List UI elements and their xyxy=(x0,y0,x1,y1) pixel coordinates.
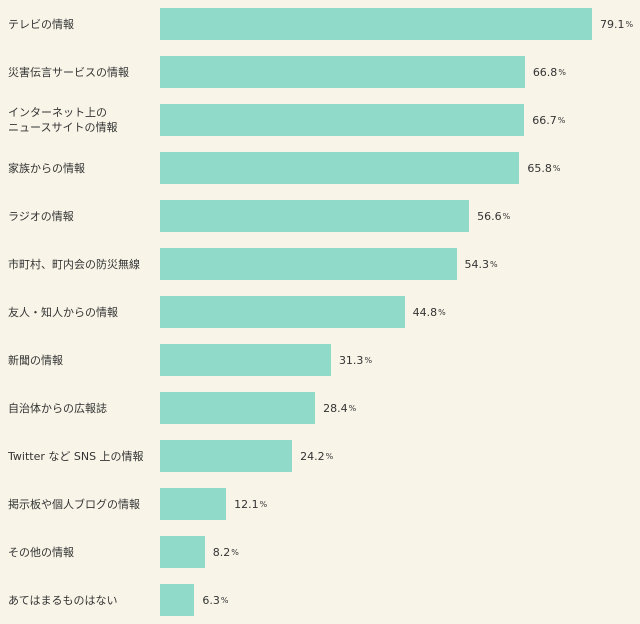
value-label: 31.3% xyxy=(339,344,372,376)
bar xyxy=(160,248,457,280)
value-number: 66.8 xyxy=(532,65,558,79)
bar xyxy=(160,56,525,88)
category-label: 災害伝言サービスの情報 xyxy=(8,65,129,79)
value-label: 66.7% xyxy=(532,104,565,136)
category-label: 掲示板や個人ブログの情報 xyxy=(8,497,140,511)
value-unit: % xyxy=(220,595,229,605)
value-number: 31.3 xyxy=(338,353,364,367)
bar-row: インターネット上の ニュースサイトの情報 66.7% xyxy=(0,104,640,136)
value-unit: % xyxy=(552,163,561,173)
bar-row: 市町村、町内会の防災無線 54.3% xyxy=(0,248,640,280)
bar-row: 災害伝言サービスの情報 66.8% xyxy=(0,56,640,88)
bar-row: あてはまるものはない 6.3% xyxy=(0,584,640,616)
bar-row: テレビの情報 79.1% xyxy=(0,8,640,40)
bar xyxy=(160,536,205,568)
value-label: 44.8% xyxy=(413,296,446,328)
value-unit: % xyxy=(325,451,334,461)
bar-row: その他の情報 8.2% xyxy=(0,536,640,568)
bar-row: 自治体からの広報誌 28.4% xyxy=(0,392,640,424)
value-unit: % xyxy=(625,19,634,29)
category-label: テレビの情報 xyxy=(8,17,74,31)
value-unit: % xyxy=(558,67,566,77)
value-label: 8.2% xyxy=(213,536,239,568)
value-unit: % xyxy=(502,211,511,221)
bar xyxy=(160,8,592,40)
value-unit: % xyxy=(438,307,446,317)
bar xyxy=(160,104,525,136)
value-label: 66.8% xyxy=(533,56,566,88)
category-label: ラジオの情報 xyxy=(8,209,74,223)
value-number: 8.2 xyxy=(212,545,231,559)
bar xyxy=(160,344,331,376)
value-unit: % xyxy=(364,355,373,365)
value-label: 28.4% xyxy=(323,392,356,424)
value-unit: % xyxy=(490,259,498,269)
category-label: 自治体からの広報誌 xyxy=(8,401,107,415)
bar xyxy=(160,296,405,328)
bar xyxy=(160,152,520,184)
category-label: 新聞の情報 xyxy=(8,353,63,367)
value-label: 79.1% xyxy=(600,8,633,40)
value-label: 12.1% xyxy=(234,488,267,520)
category-label: 市町村、町内会の防災無線 xyxy=(8,257,140,271)
value-number: 44.8 xyxy=(412,305,438,319)
category-label: あてはまるものはない xyxy=(8,593,118,607)
bar xyxy=(160,440,293,472)
category-label: 家族からの情報 xyxy=(8,161,85,175)
bar-row: 掲示板や個人ブログの情報 12.1% xyxy=(0,488,640,520)
value-label: 6.3% xyxy=(202,584,228,616)
value-number: 56.6 xyxy=(477,209,502,223)
value-label: 24.2% xyxy=(300,440,333,472)
bar-row: 新聞の情報 31.3% xyxy=(0,344,640,376)
bar xyxy=(160,200,470,232)
bar xyxy=(160,488,227,520)
value-number: 54.3 xyxy=(464,257,490,271)
category-label: その他の情報 xyxy=(8,545,74,559)
value-unit: % xyxy=(557,115,566,125)
value-number: 24.2 xyxy=(300,449,325,463)
category-label: Twitter など SNS 上の情報 xyxy=(8,449,144,463)
bar-row: Twitter など SNS 上の情報 24.2% xyxy=(0,440,640,472)
value-label: 54.3% xyxy=(465,248,498,280)
value-unit: % xyxy=(259,499,268,509)
bar-row: ラジオの情報 56.6% xyxy=(0,200,640,232)
value-unit: % xyxy=(348,403,357,413)
bar-row: 家族からの情報 65.8% xyxy=(0,152,640,184)
category-label: 友人・知人からの情報 xyxy=(8,305,118,319)
value-unit: % xyxy=(231,547,239,557)
category-label: インターネット上の ニュースサイトの情報 xyxy=(8,106,118,134)
value-number: 65.8 xyxy=(527,161,552,175)
value-number: 28.4 xyxy=(323,401,348,415)
bar xyxy=(160,584,195,616)
value-number: 79.1 xyxy=(600,17,625,31)
bar xyxy=(160,392,316,424)
bar-row: 友人・知人からの情報 44.8% xyxy=(0,296,640,328)
value-label: 56.6% xyxy=(477,200,510,232)
value-number: 6.3 xyxy=(202,593,220,607)
value-number: 12.1 xyxy=(234,497,259,511)
value-label: 65.8% xyxy=(527,152,560,184)
value-number: 66.7 xyxy=(532,113,557,127)
